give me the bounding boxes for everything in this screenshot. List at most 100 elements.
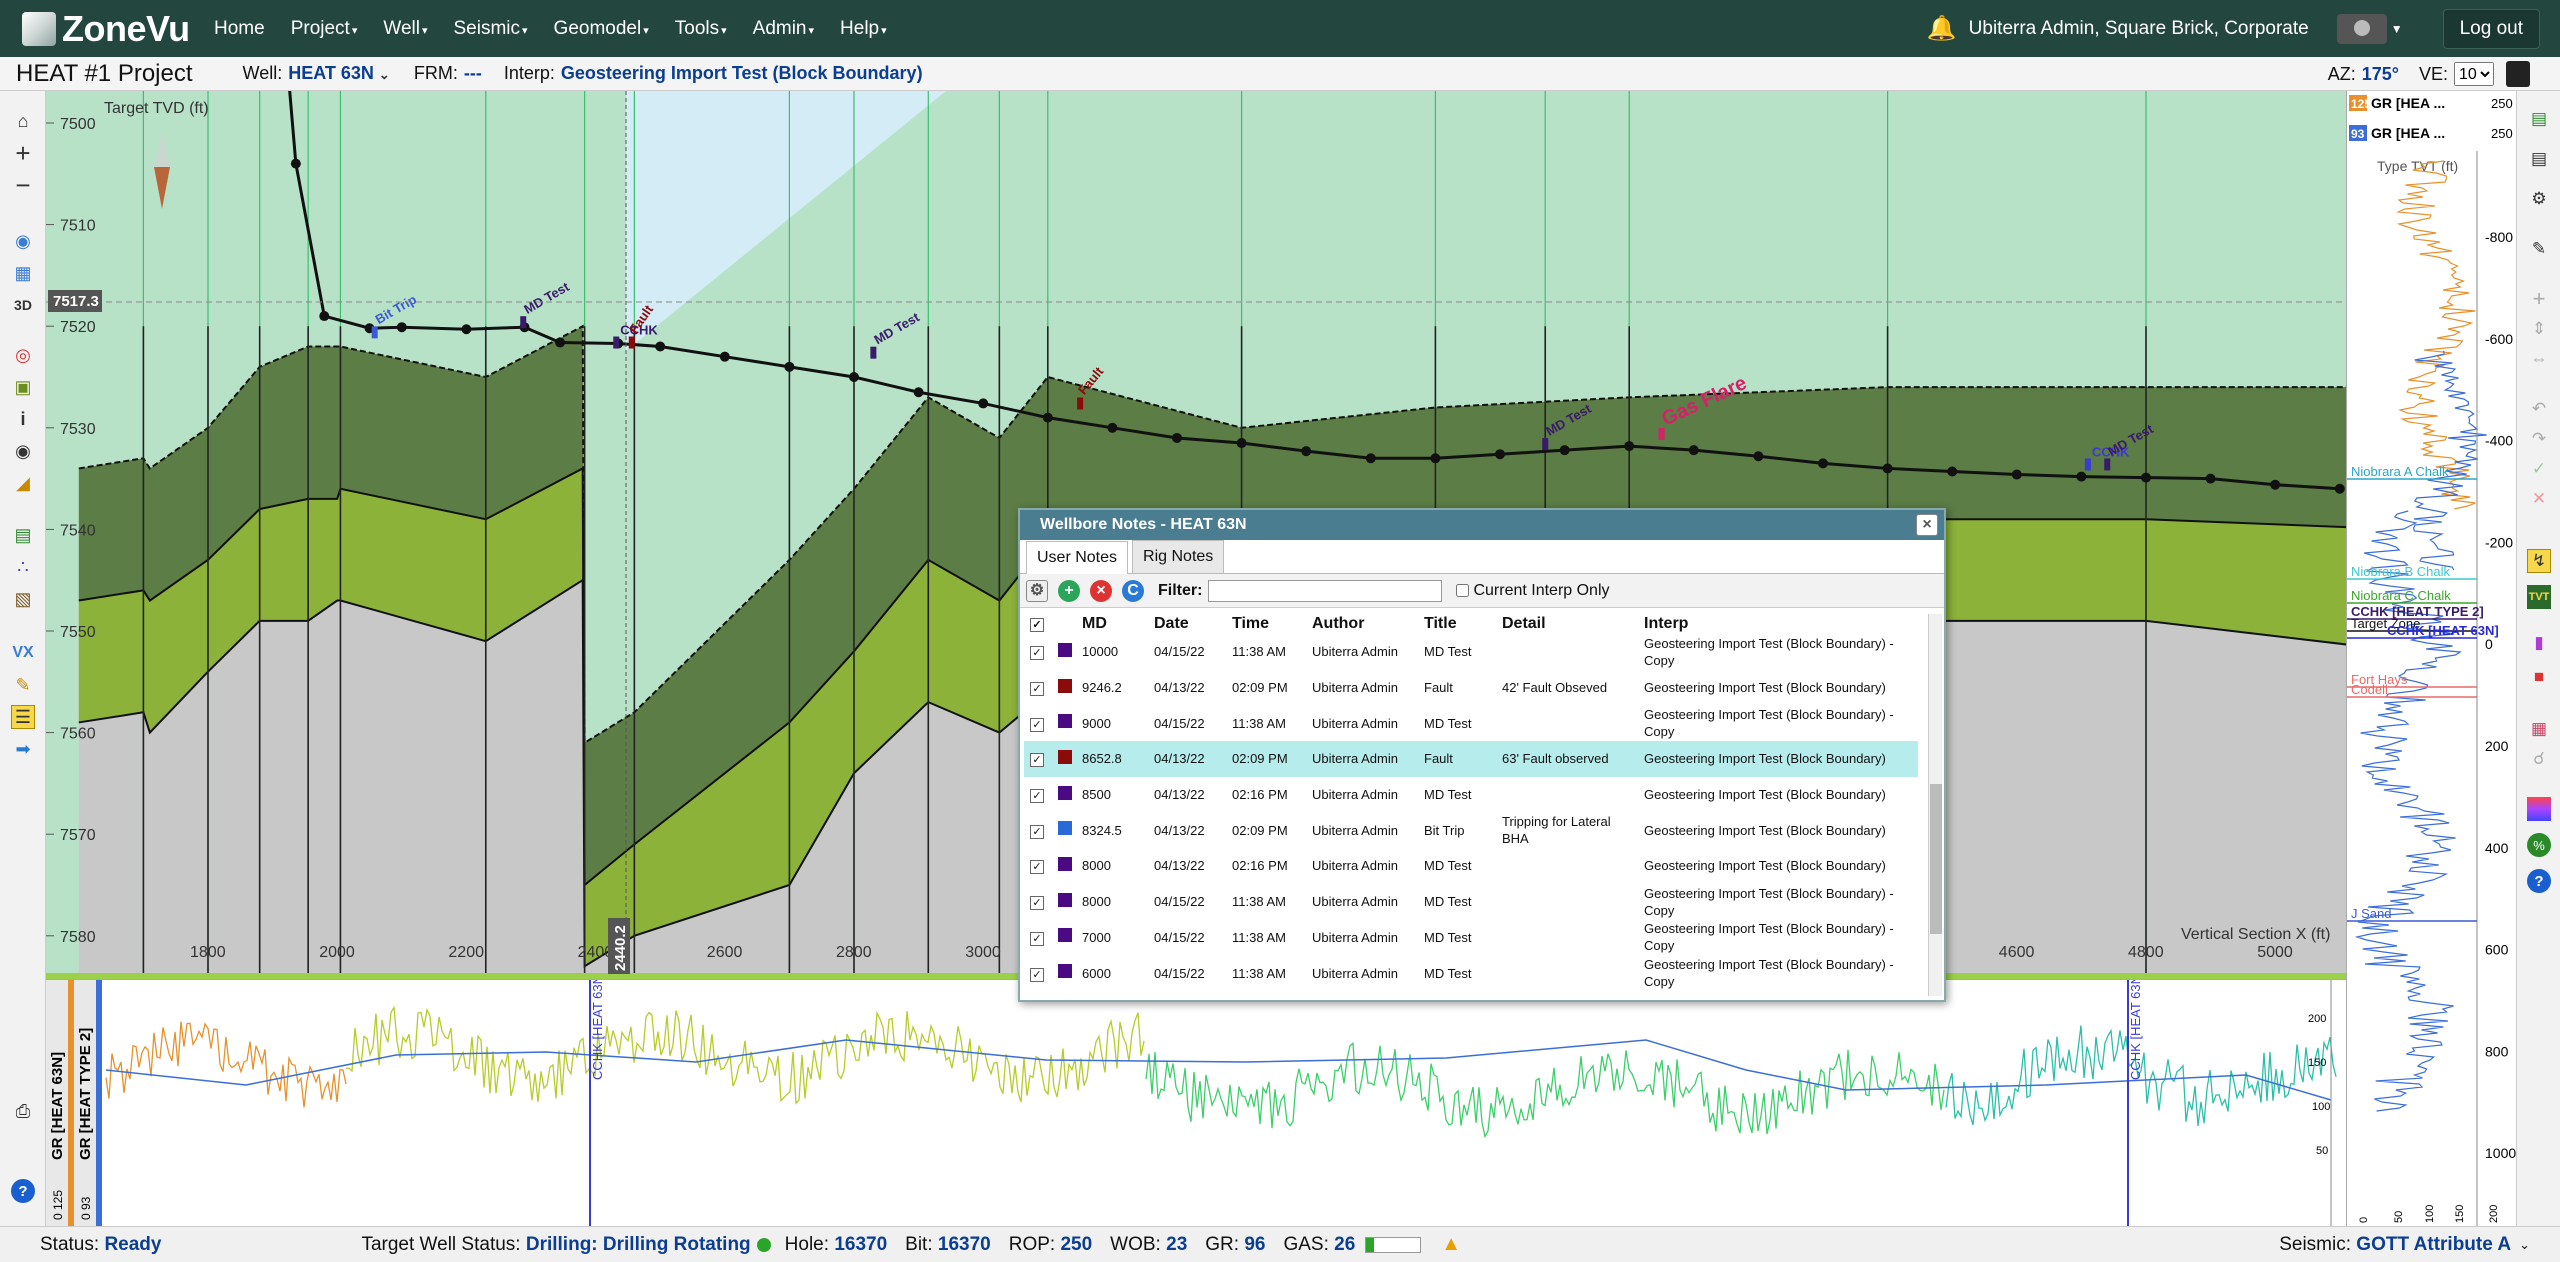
col-date[interactable]: Date xyxy=(1154,615,1189,632)
add-note-icon[interactable]: + xyxy=(1058,579,1080,602)
cube-icon[interactable]: ▣ xyxy=(14,376,32,397)
undo-icon[interactable]: ↶ xyxy=(2531,399,2547,418)
cell-checkbox[interactable]: ✓ xyxy=(1024,955,1052,991)
filter-input[interactable] xyxy=(1208,579,1443,602)
row-checkbox[interactable]: ✓ xyxy=(1030,646,1044,661)
settings-gear-icon[interactable]: ⚙ xyxy=(1026,579,1048,602)
nav-seismic[interactable]: Seismic ▾ xyxy=(454,18,528,40)
survey-point[interactable] xyxy=(1624,441,1635,452)
dropdown-caret-icon[interactable]: ▾ xyxy=(643,24,649,37)
search-icon[interactable]: ☌ xyxy=(2533,749,2545,768)
survey-point[interactable] xyxy=(1236,438,1247,449)
notes-icon[interactable]: ☰ xyxy=(11,705,35,729)
nav-label[interactable]: Geomodel xyxy=(553,17,642,39)
alert-bell-icon[interactable]: 🔔 xyxy=(1926,15,1957,42)
dropdown-caret-icon[interactable]: ▾ xyxy=(721,24,727,37)
note-flag-icon[interactable] xyxy=(1077,397,1084,410)
note-flag-icon[interactable] xyxy=(520,316,527,329)
help-icon[interactable]: ? xyxy=(11,1179,35,1203)
table-row[interactable]: ✓ 9246.2 04/13/22 02:09 PM Ubiterra Admin Fau… xyxy=(1024,670,1918,706)
tag-icon[interactable]: ■ xyxy=(2533,667,2545,686)
survey-point[interactable] xyxy=(290,158,301,169)
delete-note-icon[interactable]: × xyxy=(1090,579,1112,602)
table-row[interactable]: ✓ 9000 04/15/22 11:38 AM Ubiterra Admin MD Te… xyxy=(1024,705,1918,741)
survey-point[interactable] xyxy=(1365,453,1376,464)
pen-icon[interactable]: ✎ xyxy=(2531,239,2547,258)
notes-scrollbar[interactable] xyxy=(1928,614,1942,996)
survey-point[interactable] xyxy=(1753,451,1764,462)
survey-point[interactable] xyxy=(655,341,666,352)
col-title[interactable]: Title xyxy=(1424,615,1457,632)
seismic-chevron-icon[interactable]: ⌄ xyxy=(2519,1236,2530,1252)
dropdown-caret-icon[interactable]: ▾ xyxy=(808,24,815,37)
close-icon[interactable]: × xyxy=(1916,514,1938,536)
dialog-titlebar[interactable]: Wellbore Notes - HEAT 63N × xyxy=(1020,510,1944,540)
pencil-icon[interactable]: ✎ xyxy=(15,674,31,695)
cell-checkbox[interactable]: ✓ xyxy=(1024,777,1052,813)
row-checkbox[interactable]: ✓ xyxy=(1030,824,1044,839)
cell-checkbox[interactable]: ✓ xyxy=(1024,848,1052,884)
dropdown-caret-icon[interactable]: ▾ xyxy=(351,24,358,37)
row-checkbox[interactable]: ✓ xyxy=(1030,789,1044,804)
tab-user-notes[interactable]: User Notes xyxy=(1026,541,1129,574)
home-icon[interactable]: ⌂ xyxy=(17,110,29,131)
survey-point[interactable] xyxy=(1107,422,1118,433)
table-row[interactable]: ✓ 8324.5 04/13/22 02:09 PM Ubiterra Admin Bit… xyxy=(1024,812,1918,848)
nav-home[interactable]: Home xyxy=(214,18,265,40)
survey-point[interactable] xyxy=(396,322,407,333)
current-interp-checkbox[interactable] xyxy=(1456,584,1470,597)
target-icon[interactable]: ◎ xyxy=(15,344,31,365)
color-palette-icon[interactable] xyxy=(2527,797,2551,821)
survey-point[interactable] xyxy=(2334,483,2345,494)
survey-point[interactable] xyxy=(849,372,859,382)
cell-checkbox[interactable]: ✓ xyxy=(1024,670,1052,706)
document-icon[interactable]: ▤ xyxy=(2530,149,2548,168)
survey-point[interactable] xyxy=(461,324,472,335)
survey-point[interactable] xyxy=(1559,445,1570,456)
cancel-icon[interactable]: ✕ xyxy=(2531,489,2547,508)
layers-icon[interactable]: ▤ xyxy=(14,524,32,545)
track-icon[interactable]: ▤ xyxy=(2530,109,2548,128)
zoom-in-icon[interactable]: + xyxy=(15,137,31,168)
lightning-icon[interactable]: ↯ xyxy=(2527,549,2551,573)
survey-point[interactable] xyxy=(978,398,989,409)
note-flag-icon[interactable] xyxy=(870,346,877,359)
zoom-out-icon[interactable]: − xyxy=(15,169,31,200)
row-checkbox[interactable]: ✓ xyxy=(1030,753,1044,768)
frm-value[interactable]: --- xyxy=(463,63,482,83)
nav-admin[interactable]: Admin ▾ xyxy=(753,18,814,40)
seismic-value[interactable]: GOTT Attribute A xyxy=(2356,1233,2512,1255)
table-row[interactable]: ✓ 8000 04/15/22 11:38 AM Ubiterra Admin MD Te… xyxy=(1024,884,1918,920)
bars-icon[interactable]: ▮ xyxy=(2534,633,2544,652)
ruler-icon[interactable]: ◢ xyxy=(16,472,30,493)
camera-icon[interactable]: ◉ xyxy=(15,440,31,461)
cell-checkbox[interactable]: ✓ xyxy=(1024,812,1052,848)
grid-icon[interactable]: ▦ xyxy=(14,262,32,283)
nav-label[interactable]: Admin xyxy=(752,17,807,39)
wellbore-notes-dialog[interactable]: Wellbore Notes - HEAT 63N × User Notes Ri… xyxy=(1018,508,1946,1002)
vx-icon[interactable]: VX xyxy=(12,644,34,661)
survey-point[interactable] xyxy=(784,361,795,372)
col-author[interactable]: Author xyxy=(1312,615,1365,632)
col-interp[interactable]: Interp xyxy=(1644,615,1689,632)
col-detail[interactable]: Detail xyxy=(1502,615,1546,632)
notes-table-container[interactable]: ✓ MD Date Time Author Title Detail Inter… xyxy=(1024,614,1934,996)
survey-point[interactable] xyxy=(2076,471,2087,482)
nav-label[interactable]: Help xyxy=(840,17,880,39)
help-icon-right[interactable]: ? xyxy=(2527,869,2551,893)
redo-icon[interactable]: ↷ xyxy=(2531,429,2547,448)
col-md[interactable]: MD xyxy=(1082,615,1107,632)
table-row[interactable]: ✓ 8652.8 04/13/22 02:09 PM Ubiterra Admin Fau… xyxy=(1024,741,1918,777)
note-flag-icon[interactable] xyxy=(613,336,620,349)
ve-select[interactable]: 10 xyxy=(2454,62,2494,86)
gear-icon[interactable]: ⚙ xyxy=(2531,189,2547,208)
avatar[interactable] xyxy=(2336,13,2387,44)
wellbore-line[interactable] xyxy=(286,91,2340,491)
dropdown-caret-icon[interactable]: ▾ xyxy=(421,24,428,37)
info-circle-icon[interactable]: ◉ xyxy=(15,230,31,251)
note-flag-icon[interactable] xyxy=(628,336,635,349)
3d-icon[interactable]: 3D xyxy=(14,297,32,313)
type-log-panel[interactable]: 125 GR [HEA ... 250 93 GR [HEA ... 250 T… xyxy=(2346,91,2516,1262)
survey-point[interactable] xyxy=(1947,466,1958,477)
nav-tools[interactable]: Tools ▾ xyxy=(675,18,727,40)
